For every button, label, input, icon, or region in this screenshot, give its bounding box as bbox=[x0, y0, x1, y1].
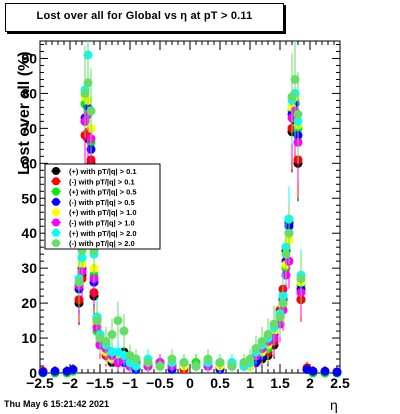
x-tick-label: −0.5 bbox=[146, 375, 174, 391]
x-tick-label: 0.5 bbox=[210, 375, 230, 391]
legend-label: (-) with pT/|q| > 0.1 bbox=[69, 177, 135, 186]
data-point bbox=[332, 367, 342, 377]
legend: (+) with pT/|q| > 0.1(-) with pT/|q| > 0… bbox=[44, 163, 161, 250]
data-point bbox=[275, 312, 285, 322]
x-tick-label: 2.5 bbox=[330, 375, 350, 391]
title-box: Lost over all for Global vs η at pT > 0.… bbox=[5, 3, 284, 32]
chart-title: Lost over all for Global vs η at pT > 0.… bbox=[36, 10, 253, 22]
data-point bbox=[278, 298, 288, 308]
legend-marker bbox=[52, 187, 60, 196]
legend-label: (-) with pT/|q| > 2.0 bbox=[69, 239, 135, 248]
data-point bbox=[80, 88, 90, 98]
y-tick-label: 0 bbox=[29, 365, 37, 381]
legend-marker bbox=[52, 239, 60, 248]
data-point bbox=[113, 316, 123, 326]
data-point bbox=[191, 361, 201, 371]
data-point bbox=[281, 249, 291, 259]
legend-label: (+) with pT/|q| > 2.0 bbox=[69, 229, 137, 238]
legend-marker bbox=[52, 177, 60, 186]
y-tick-label: 80 bbox=[21, 85, 37, 101]
legend-label: (-) with pT/|q| > 0.5 bbox=[69, 198, 135, 207]
x-tick-label: 1.5 bbox=[270, 375, 290, 391]
data-point bbox=[167, 354, 177, 364]
x-tick-label: −2.5 bbox=[26, 375, 54, 391]
data-point bbox=[293, 109, 303, 119]
data-point bbox=[284, 228, 294, 238]
data-point bbox=[101, 337, 111, 347]
legend-label: (+) with pT/|q| > 1.0 bbox=[69, 208, 137, 217]
x-axis-label: η bbox=[330, 397, 338, 413]
data-point bbox=[245, 354, 255, 364]
y-tick-label: 70 bbox=[21, 120, 37, 136]
legend-marker bbox=[52, 218, 60, 227]
data-point bbox=[320, 366, 330, 376]
data-point bbox=[92, 316, 102, 326]
legend-marker bbox=[52, 167, 60, 175]
data-point bbox=[269, 319, 279, 329]
data-point bbox=[86, 106, 96, 116]
data-point bbox=[287, 92, 297, 102]
data-point bbox=[38, 367, 48, 377]
legend-box bbox=[44, 163, 161, 250]
y-tick-label: 50 bbox=[21, 190, 37, 206]
data-point bbox=[308, 366, 318, 376]
data-point bbox=[83, 78, 93, 88]
timestamp: Thu May 6 15:21:42 2021 bbox=[4, 399, 110, 409]
x-tick-label: 2 bbox=[306, 375, 314, 391]
legend-marker bbox=[52, 208, 60, 217]
data-points bbox=[38, 41, 342, 378]
x-tick-label: −1 bbox=[122, 375, 138, 391]
y-tick-label: 20 bbox=[21, 295, 37, 311]
data-point bbox=[296, 274, 306, 284]
data-point bbox=[50, 366, 60, 376]
data-point bbox=[263, 330, 273, 340]
data-point bbox=[119, 326, 129, 336]
x-tick-label: 0 bbox=[186, 375, 194, 391]
series-group bbox=[74, 41, 306, 373]
legend-label: (+) with pT/|q| > 0.5 bbox=[69, 188, 137, 197]
data-point bbox=[143, 358, 153, 368]
data-point bbox=[203, 354, 213, 364]
data-point bbox=[74, 277, 84, 287]
data-point bbox=[251, 344, 261, 354]
data-point bbox=[227, 361, 237, 371]
y-tick-label: 90 bbox=[21, 50, 37, 66]
y-tick-label: 10 bbox=[21, 330, 37, 346]
data-point bbox=[257, 337, 267, 347]
legend-marker bbox=[52, 228, 60, 237]
legend-label: (+) with pT/|q| > 0.1 bbox=[69, 167, 137, 176]
legend-marker bbox=[52, 197, 60, 206]
x-tick-label: −2 bbox=[62, 375, 78, 391]
data-point bbox=[179, 358, 189, 368]
data-point bbox=[107, 330, 117, 340]
data-point bbox=[215, 358, 225, 368]
y-tick-label: 40 bbox=[21, 225, 37, 241]
data-point bbox=[290, 74, 300, 84]
y-tick-label: 60 bbox=[21, 155, 37, 171]
y-axis-label: Lost over all (%) bbox=[16, 51, 33, 175]
y-tick-label: 30 bbox=[21, 260, 37, 276]
x-tick-label: −1.5 bbox=[86, 375, 114, 391]
data-point bbox=[68, 365, 78, 375]
x-tick-label: 1 bbox=[246, 375, 254, 391]
data-point bbox=[131, 354, 141, 364]
data-point bbox=[155, 361, 165, 371]
legend-label: (-) with pT/|q| > 1.0 bbox=[69, 219, 135, 228]
